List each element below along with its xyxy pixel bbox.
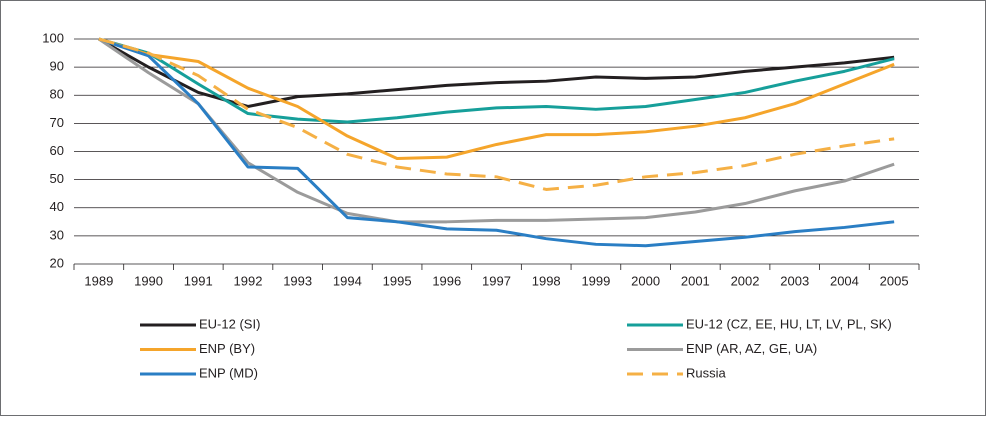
x-tick-label: 1996 <box>432 273 461 288</box>
series-line <box>98 37 895 124</box>
legend-label: ENP (AR, AZ, GE, UA) <box>686 341 817 356</box>
x-tick-label: 1995 <box>383 273 412 288</box>
y-tick-label: 60 <box>50 143 64 158</box>
series-line <box>98 37 895 248</box>
x-tick-label: 2004 <box>830 273 859 288</box>
legend-label: EU-12 (CZ, EE, HU, LT, LV, PL, SK) <box>686 316 892 331</box>
y-tick-label: 50 <box>50 171 64 186</box>
y-tick-label: 40 <box>50 199 64 214</box>
y-tick-label: 100 <box>42 30 64 45</box>
y-tick-label: 20 <box>50 255 64 270</box>
legend-label: ENP (MD) <box>199 365 258 380</box>
series-line <box>98 37 895 108</box>
legend-label: EU-12 (SI) <box>199 316 260 331</box>
legend-label: Russia <box>686 365 727 380</box>
y-tick-label: 70 <box>50 115 64 130</box>
x-tick-label: 1997 <box>482 273 511 288</box>
series-line <box>98 37 895 224</box>
y-tick-label: 30 <box>50 227 64 242</box>
x-tick-label: 1993 <box>283 273 312 288</box>
x-tick-label: 2005 <box>880 273 909 288</box>
x-tick-label: 1992 <box>234 273 263 288</box>
x-tick-label: 2001 <box>681 273 710 288</box>
y-tick-label: 90 <box>50 59 64 74</box>
x-tick-label: 1989 <box>84 273 113 288</box>
x-tick-label: 2000 <box>631 273 660 288</box>
x-tick-label: 1999 <box>581 273 610 288</box>
x-tick-label: 1991 <box>184 273 213 288</box>
x-tick-label: 2003 <box>780 273 809 288</box>
series-line <box>98 37 895 191</box>
x-tick-label: 1998 <box>532 273 561 288</box>
legend-label: ENP (BY) <box>199 341 255 356</box>
series-line <box>98 37 895 161</box>
x-tick-label: 1994 <box>333 273 362 288</box>
x-tick-label: 2002 <box>731 273 760 288</box>
x-tick-label: 1990 <box>134 273 163 288</box>
y-tick-label: 80 <box>50 87 64 102</box>
